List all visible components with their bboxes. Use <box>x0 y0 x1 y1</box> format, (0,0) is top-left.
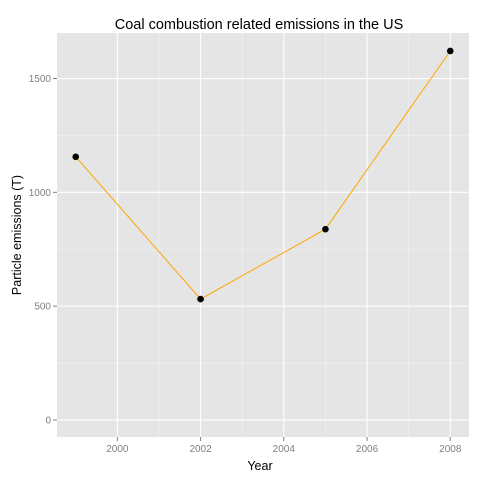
minor-grid <box>57 33 469 437</box>
y-axis: 0 500 1000 1500 <box>29 74 57 426</box>
data-point <box>446 47 454 55</box>
series-group <box>72 47 454 303</box>
major-grid <box>57 33 469 437</box>
y-tick-label: 1500 <box>29 74 52 85</box>
y-tick-label: 0 <box>45 415 51 426</box>
y-tick-label: 1000 <box>29 188 52 199</box>
x-tick-label: 2000 <box>106 444 129 455</box>
data-point <box>322 225 329 233</box>
series-line <box>75 50 451 300</box>
x-tick-label: 2006 <box>356 444 379 455</box>
x-axis: 2000 2002 2004 2006 2008 <box>106 437 462 455</box>
x-tick-label: 2008 <box>439 444 462 455</box>
x-tick-label: 2004 <box>273 444 296 455</box>
chart-title: Coal combustion related emissions in the… <box>115 17 404 33</box>
y-tick-label: 500 <box>34 302 51 313</box>
y-axis-label: Particle emissions (T) <box>10 175 24 295</box>
x-tick-label: 2002 <box>189 444 212 455</box>
plot-panel <box>57 33 469 437</box>
data-point <box>197 295 204 303</box>
x-axis-label: Year <box>247 459 272 473</box>
data-point <box>72 153 80 161</box>
